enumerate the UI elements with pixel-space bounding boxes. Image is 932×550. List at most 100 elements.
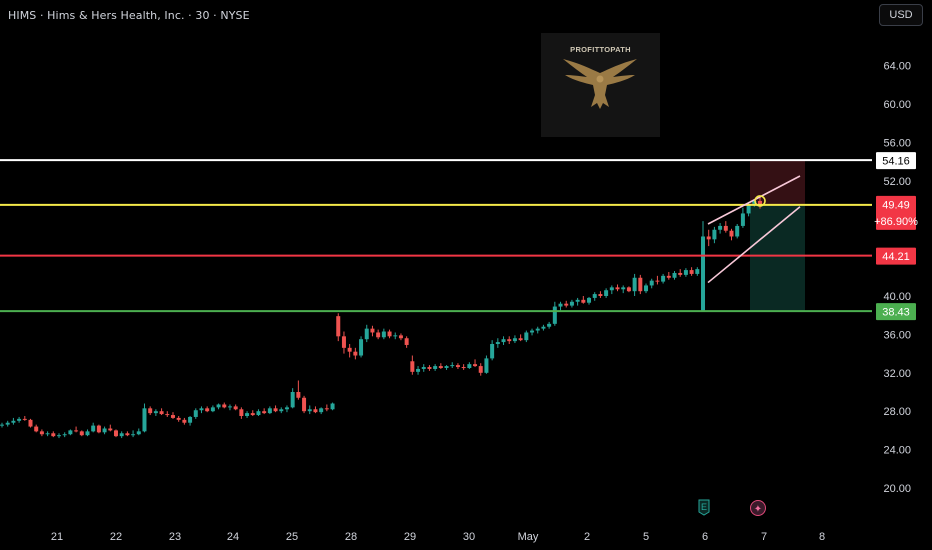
candle-body [370,328,375,333]
candle-body [433,366,438,369]
candle-body [262,411,267,414]
candle-body [632,277,637,292]
candle-body [313,409,318,413]
x-tick-5: 28 [345,531,357,543]
candle-body [74,430,79,432]
candle-body [535,328,540,331]
time-axis[interactable]: 21 22 23 24 25 28 29 30 May 2 5 6 7 8 [51,531,825,543]
candle-body [39,431,44,435]
touch-marker [754,195,766,207]
symbol-header[interactable]: HIMS · Hims & Hers Health, Inc. · 30 · N… [8,9,250,22]
candle-body [5,422,10,425]
horizontal-lines [0,159,872,313]
candle-body [165,414,170,416]
wedge-lower [707,206,801,284]
earnings-marker[interactable]: E [697,499,711,516]
candle-body [547,323,552,327]
candle-body [319,408,324,413]
price-label-1: 49.49 [882,199,910,211]
candles [0,197,762,439]
candle-body [604,290,609,296]
candle-body [718,225,723,230]
candle-body [153,411,158,414]
candle-body [723,225,728,231]
candle-body [45,433,50,435]
x-tick-4: 25 [286,531,298,543]
candle-body [302,397,307,412]
candle-body [427,367,432,369]
candle-body [227,406,232,408]
candle-body [518,338,523,341]
currency-button[interactable]: USD [879,4,923,26]
candle-body [661,275,666,282]
y-tick-9: 64.00 [883,61,911,73]
candle-body [359,339,364,356]
candle-body [330,403,335,410]
y-tick-6: 52.00 [883,176,911,188]
candle-body [541,326,546,329]
candle-body [678,272,683,275]
candle-body [56,435,61,437]
target-zone [750,204,805,312]
y-tick-4: 36.00 [883,329,911,341]
candle-body [672,272,677,278]
price-label-box-1 [876,195,916,230]
candle-body [182,419,187,423]
candle-body [239,409,244,416]
candle-body [273,408,278,412]
x-tick-12: 7 [761,531,767,543]
candle-body [598,294,603,296]
candle-body [131,434,136,436]
eagle-icon [563,59,637,109]
candle-body [587,297,592,303]
price-label-3: 38.43 [882,307,910,319]
candle-body [752,200,757,204]
candle-body [22,418,27,420]
x-tick-1: 22 [110,531,122,543]
candle-body [96,425,101,433]
candle-body [34,426,39,432]
candle-body [0,424,4,426]
candle-body [148,408,153,414]
y-tick-5: 40.00 [883,291,911,303]
candle-body [404,338,409,345]
candle-body [347,347,352,352]
x-tick-0: 21 [51,531,63,543]
price-label-box-2 [876,247,916,265]
candle-body [205,408,210,412]
wedge-upper [707,175,801,225]
y-tick-0: 20.00 [883,483,911,495]
price-axis[interactable]: 20.00 24.00 28.00 32.00 36.00 40.00 52.00 56.00… [883,61,911,495]
candle-body [410,361,415,372]
price-label-box-3 [876,303,916,321]
candle-body [102,428,107,433]
price-label-0: 54.16 [882,156,910,168]
candle-body [501,339,506,343]
candle-body [91,425,96,432]
candle-body [159,411,164,415]
candle-body [581,299,586,303]
watermark-logo: PROFITTOPATH [541,33,660,137]
sparkle-icon: ✦ [750,500,766,516]
earnings-icon: E [698,499,710,516]
watermark-name: PROFITTOPATH [570,45,631,54]
chart-background [750,160,805,312]
candle-body [188,416,193,423]
price-change-label: +86.90% [874,216,918,228]
candle-body [740,213,745,226]
dividend-marker[interactable]: ✦ [747,498,767,518]
candle-body [170,415,175,418]
candle-body [484,358,489,373]
candle-body [712,229,717,240]
candle-body [626,287,631,292]
candle-body [683,270,688,275]
candle-body [341,336,346,348]
y-tick-3: 32.00 [883,368,911,380]
candle-body [695,269,700,274]
candle-body [376,332,381,338]
candle-body [689,270,694,274]
candle-body [609,287,614,291]
candle-body [530,330,535,333]
candle-body [85,431,90,436]
